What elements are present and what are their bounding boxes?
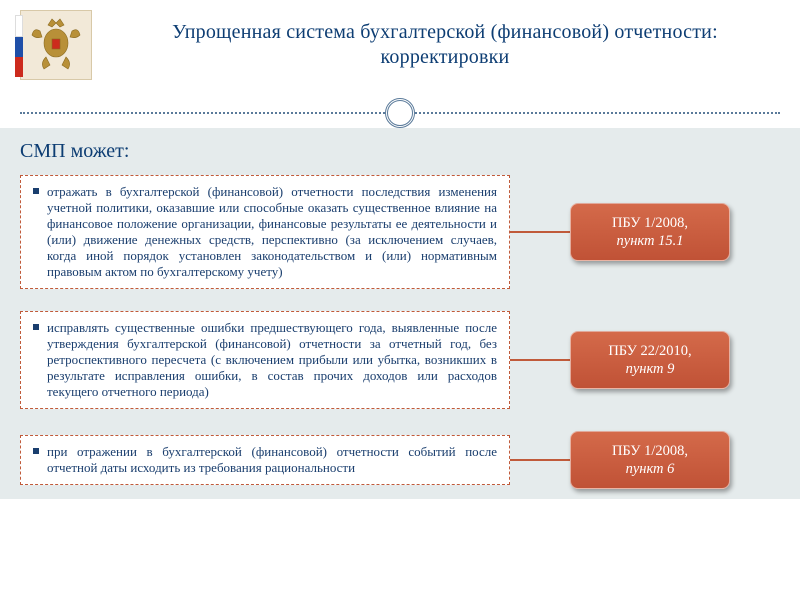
divider-circle-icon <box>385 98 415 128</box>
reference-badge: ПБУ 1/2008, пункт 6 <box>570 431 730 489</box>
emblem-icon <box>20 10 92 80</box>
badge-line2: пункт 6 <box>577 460 723 478</box>
reference-badge: ПБУ 1/2008, пункт 15.1 <box>570 203 730 261</box>
badge-line2: пункт 9 <box>577 360 723 378</box>
divider <box>0 98 800 128</box>
connector-line <box>510 231 570 233</box>
page-title: Упрощенная система бухгалтерской (финанс… <box>110 20 780 70</box>
flag-icon <box>15 15 23 77</box>
header: Упрощенная система бухгалтерской (финанс… <box>0 0 800 98</box>
list-item: исправлять существенные ошибки предшеств… <box>20 311 780 409</box>
item-text: отражать в бухгалтерской (финансовой) от… <box>20 175 510 289</box>
reference-badge: ПБУ 22/2010, пункт 9 <box>570 331 730 389</box>
badge-line1: ПБУ 1/2008, <box>577 442 723 460</box>
badge-line1: ПБУ 22/2010, <box>577 342 723 360</box>
coat-of-arms-icon <box>28 17 84 73</box>
content-panel: СМП может: отражать в бухгалтерской (фин… <box>0 128 800 499</box>
connector-line <box>510 459 570 461</box>
item-text: исправлять существенные ошибки предшеств… <box>20 311 510 409</box>
badge-line2: пункт 15.1 <box>577 232 723 250</box>
list-item: отражать в бухгалтерской (финансовой) от… <box>20 175 780 289</box>
section-subtitle: СМП может: <box>20 140 780 163</box>
connector-line <box>510 359 570 361</box>
item-text: при отражении в бухгалтерской (финансово… <box>20 435 510 485</box>
list-item: при отражении в бухгалтерской (финансово… <box>20 431 780 489</box>
badge-line1: ПБУ 1/2008, <box>577 214 723 232</box>
